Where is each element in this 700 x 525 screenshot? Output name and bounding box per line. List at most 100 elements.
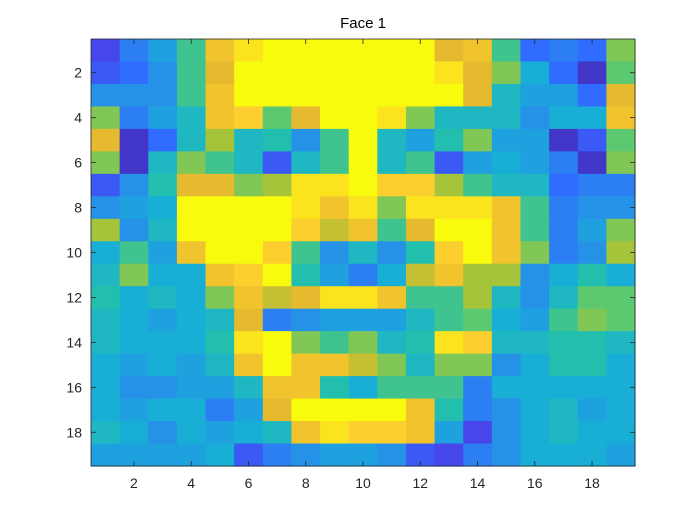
heatmap-cell	[262, 331, 293, 355]
heatmap-cell	[205, 173, 235, 197]
heatmap-cell	[262, 263, 293, 287]
heatmap-cell	[320, 39, 350, 63]
heatmap-cell	[148, 151, 178, 175]
heatmap-cell	[520, 128, 550, 152]
heatmap-cell	[176, 443, 207, 467]
x-tick-label: 2	[130, 475, 138, 491]
x-tick-label: 6	[245, 475, 253, 491]
heatmap-cell	[463, 398, 493, 422]
heatmap-cell	[434, 421, 464, 445]
heatmap-cell	[234, 376, 264, 400]
heatmap-cell	[205, 241, 235, 265]
heatmap-cell	[119, 61, 149, 85]
heatmap-cell	[119, 196, 149, 220]
heatmap-cell	[549, 421, 579, 445]
heatmap-cell	[291, 83, 321, 108]
heatmap-cell	[434, 196, 464, 220]
heatmap-cell	[91, 308, 121, 332]
heatmap-cell	[291, 128, 321, 152]
heatmap-cell	[176, 151, 207, 175]
heatmap-cell	[91, 83, 121, 108]
heatmap-cell	[262, 398, 293, 422]
x-tick-label: 12	[412, 475, 428, 491]
heatmap-cell	[463, 308, 493, 332]
heatmap-cell	[549, 151, 579, 175]
heatmap-cell	[606, 353, 636, 377]
heatmap-cell	[377, 308, 407, 332]
heatmap-cell	[262, 218, 293, 242]
heatmap-cell	[405, 196, 436, 220]
heatmap-cell	[549, 398, 579, 422]
heatmap-cell	[405, 218, 436, 242]
heatmap-cell	[377, 173, 407, 197]
heatmap-cell	[119, 128, 149, 152]
heatmap-cell	[520, 39, 550, 63]
heatmap-cell	[491, 286, 522, 310]
heatmap-cell	[291, 39, 321, 63]
heatmap-cell	[119, 106, 149, 130]
heatmap-cell	[606, 61, 636, 85]
heatmap-cell	[348, 39, 378, 63]
heatmap-cell	[549, 39, 579, 63]
x-tick-label: 14	[470, 475, 486, 491]
heatmap-cell	[205, 398, 235, 422]
heatmap-cell	[606, 331, 636, 355]
heatmap-cell	[606, 376, 636, 400]
heatmap-cell	[320, 218, 350, 242]
heatmap-cell	[577, 263, 607, 287]
heatmap-cell	[176, 83, 207, 108]
heatmap-cell	[148, 173, 178, 197]
x-tick-label: 16	[527, 475, 543, 491]
heatmap-cell	[348, 173, 378, 197]
heatmap-cell	[463, 421, 493, 445]
heatmap-cell	[491, 331, 522, 355]
heatmap-cell	[405, 331, 436, 355]
heatmap-cell	[320, 83, 350, 108]
heatmap-cell	[606, 421, 636, 445]
heatmap-cell	[577, 286, 607, 310]
heatmap-cell	[520, 443, 550, 467]
heatmap-cell	[434, 151, 464, 175]
heatmap-cell	[320, 331, 350, 355]
heatmap-cell	[119, 151, 149, 175]
heatmap-cell	[148, 286, 178, 310]
heatmap-cell	[291, 398, 321, 422]
heatmap-cell	[291, 173, 321, 197]
heatmap-cell	[205, 61, 235, 85]
x-tick-label: 8	[302, 475, 310, 491]
heatmap-cell	[291, 196, 321, 220]
heatmap-cell	[606, 443, 636, 467]
heatmap-cell	[119, 218, 149, 242]
heatmap-cell	[606, 286, 636, 310]
heatmap-cell	[577, 106, 607, 130]
heatmap-cell	[320, 196, 350, 220]
heatmap-cell	[577, 443, 607, 467]
heatmap-cell	[234, 61, 264, 85]
heatmap-cell	[91, 128, 121, 152]
heatmap-cell	[549, 376, 579, 400]
heatmap-cell	[577, 421, 607, 445]
heatmap-cell	[405, 263, 436, 287]
heatmap-cell	[377, 61, 407, 85]
heatmap-cell	[91, 106, 121, 130]
heatmap-cell	[434, 398, 464, 422]
heatmap-cell	[148, 331, 178, 355]
heatmap-cell	[577, 241, 607, 265]
heatmap-cell	[377, 151, 407, 175]
heatmap-cell	[262, 421, 293, 445]
heatmap-cell	[320, 286, 350, 310]
heatmap-cell	[405, 61, 436, 85]
heatmap-cell	[577, 398, 607, 422]
heatmap-cell	[463, 353, 493, 377]
heatmap-cell	[262, 196, 293, 220]
heatmap-cell	[549, 241, 579, 265]
heatmap-cell	[348, 218, 378, 242]
heatmap-cell	[234, 421, 264, 445]
heatmap-cell	[434, 39, 464, 63]
heatmap-cell	[434, 443, 464, 467]
heatmap-cell	[320, 241, 350, 265]
heatmap-cell	[91, 376, 121, 400]
heatmap-cell	[491, 39, 522, 63]
heatmap-cell	[119, 331, 149, 355]
heatmap-cells	[91, 39, 636, 467]
